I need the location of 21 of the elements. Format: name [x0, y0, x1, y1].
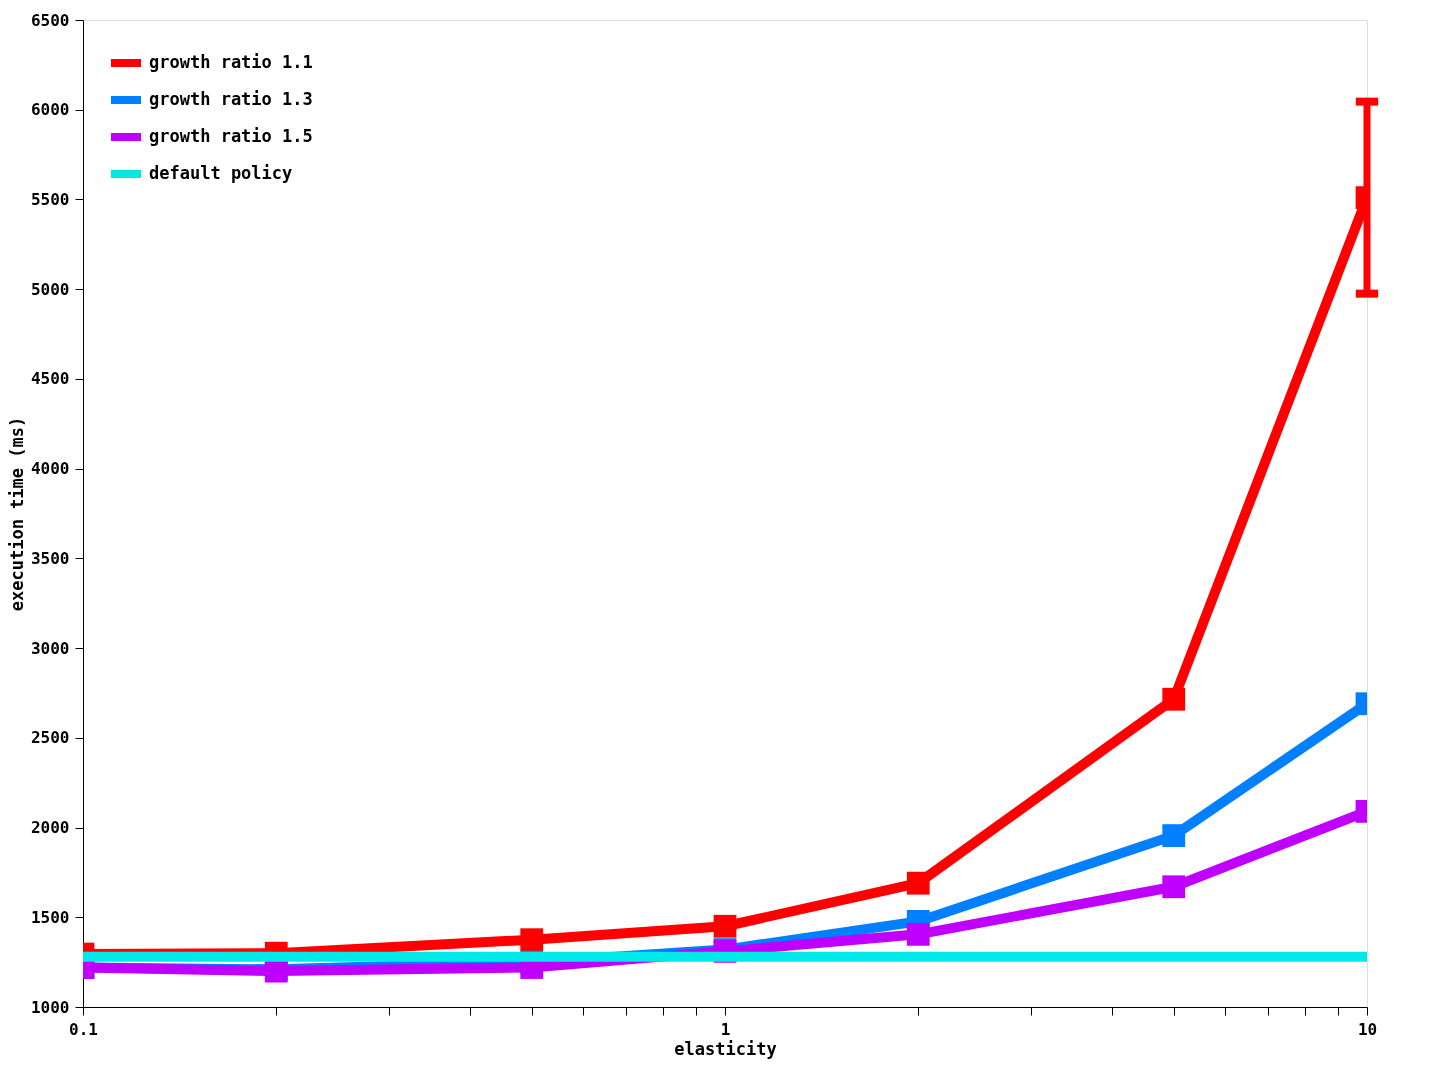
y-tick-label: 4500 [30, 369, 70, 389]
y-tick-label: 3000 [30, 638, 70, 658]
y-tick-label: 6000 [30, 100, 70, 120]
y-tick-label: 1500 [30, 907, 70, 927]
y-tick-label: 5500 [30, 189, 70, 209]
y-tick-label: 5000 [30, 279, 70, 299]
y-tick-label: 2000 [30, 818, 70, 838]
legend-label: growth ratio 1.3 [149, 89, 313, 109]
y-tick-label: 4000 [30, 459, 70, 479]
y-axis-title: execution time (ms) [6, 416, 27, 612]
x-tick-label: 1 [720, 1019, 731, 1039]
x-axis-title: elasticity [674, 1038, 777, 1059]
x-tick-label: 10 [1357, 1019, 1378, 1039]
y-tick-label: 6500 [30, 10, 70, 30]
x-tick-label: 0.1 [69, 1019, 98, 1039]
y-tick-label: 1000 [30, 997, 70, 1017]
y-tick-label: 3500 [30, 548, 70, 568]
legend-label: growth ratio 1.5 [149, 126, 313, 146]
legend-label: default policy [149, 163, 293, 183]
y-tick-label: 2500 [30, 728, 70, 748]
legend-label: growth ratio 1.1 [149, 52, 313, 72]
